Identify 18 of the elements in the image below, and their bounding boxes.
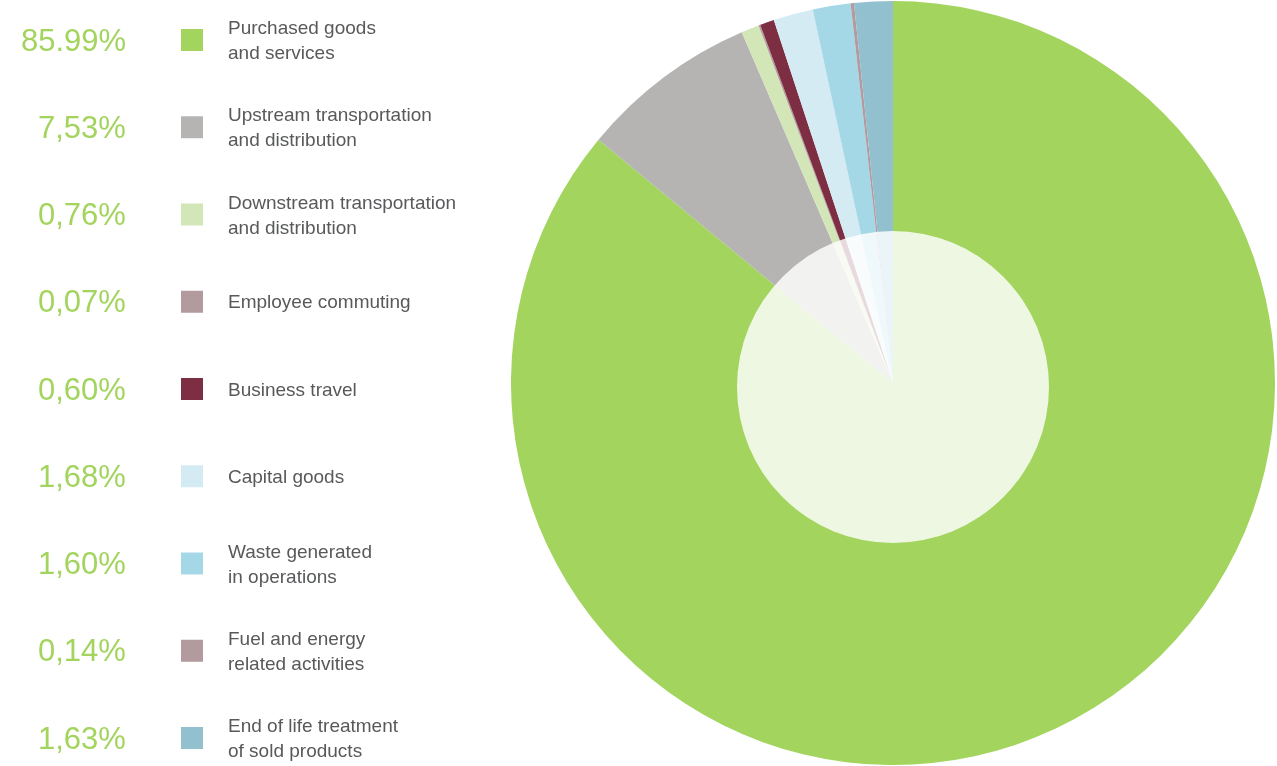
legend-label: Upstream transportation and distribution — [228, 104, 432, 150]
legend-label: Employee commuting — [228, 291, 411, 312]
legend-label: End of life treatment of sold products — [228, 715, 399, 761]
data-label: 1,60% — [38, 546, 126, 581]
legend-label: Fuel and energy related activities — [228, 628, 366, 674]
data-label: 0,76% — [38, 197, 126, 232]
data-label: 0,07% — [38, 284, 126, 319]
data-label: 1,68% — [38, 459, 126, 494]
data-label: 0,60% — [38, 372, 126, 407]
data-label: 7,53% — [38, 110, 126, 145]
legend-label: Purchased goods and services — [228, 17, 376, 63]
legend-label: Waste generated in operations — [228, 541, 372, 587]
legend-label: Business travel — [228, 379, 357, 400]
legend-label: Capital goods — [228, 466, 345, 487]
data-label: 1,63% — [38, 721, 126, 756]
legend-label: Downstream transportation and distribution — [228, 192, 457, 238]
data-label: 0,14% — [38, 633, 126, 668]
data-label: 85.99% — [21, 23, 127, 58]
